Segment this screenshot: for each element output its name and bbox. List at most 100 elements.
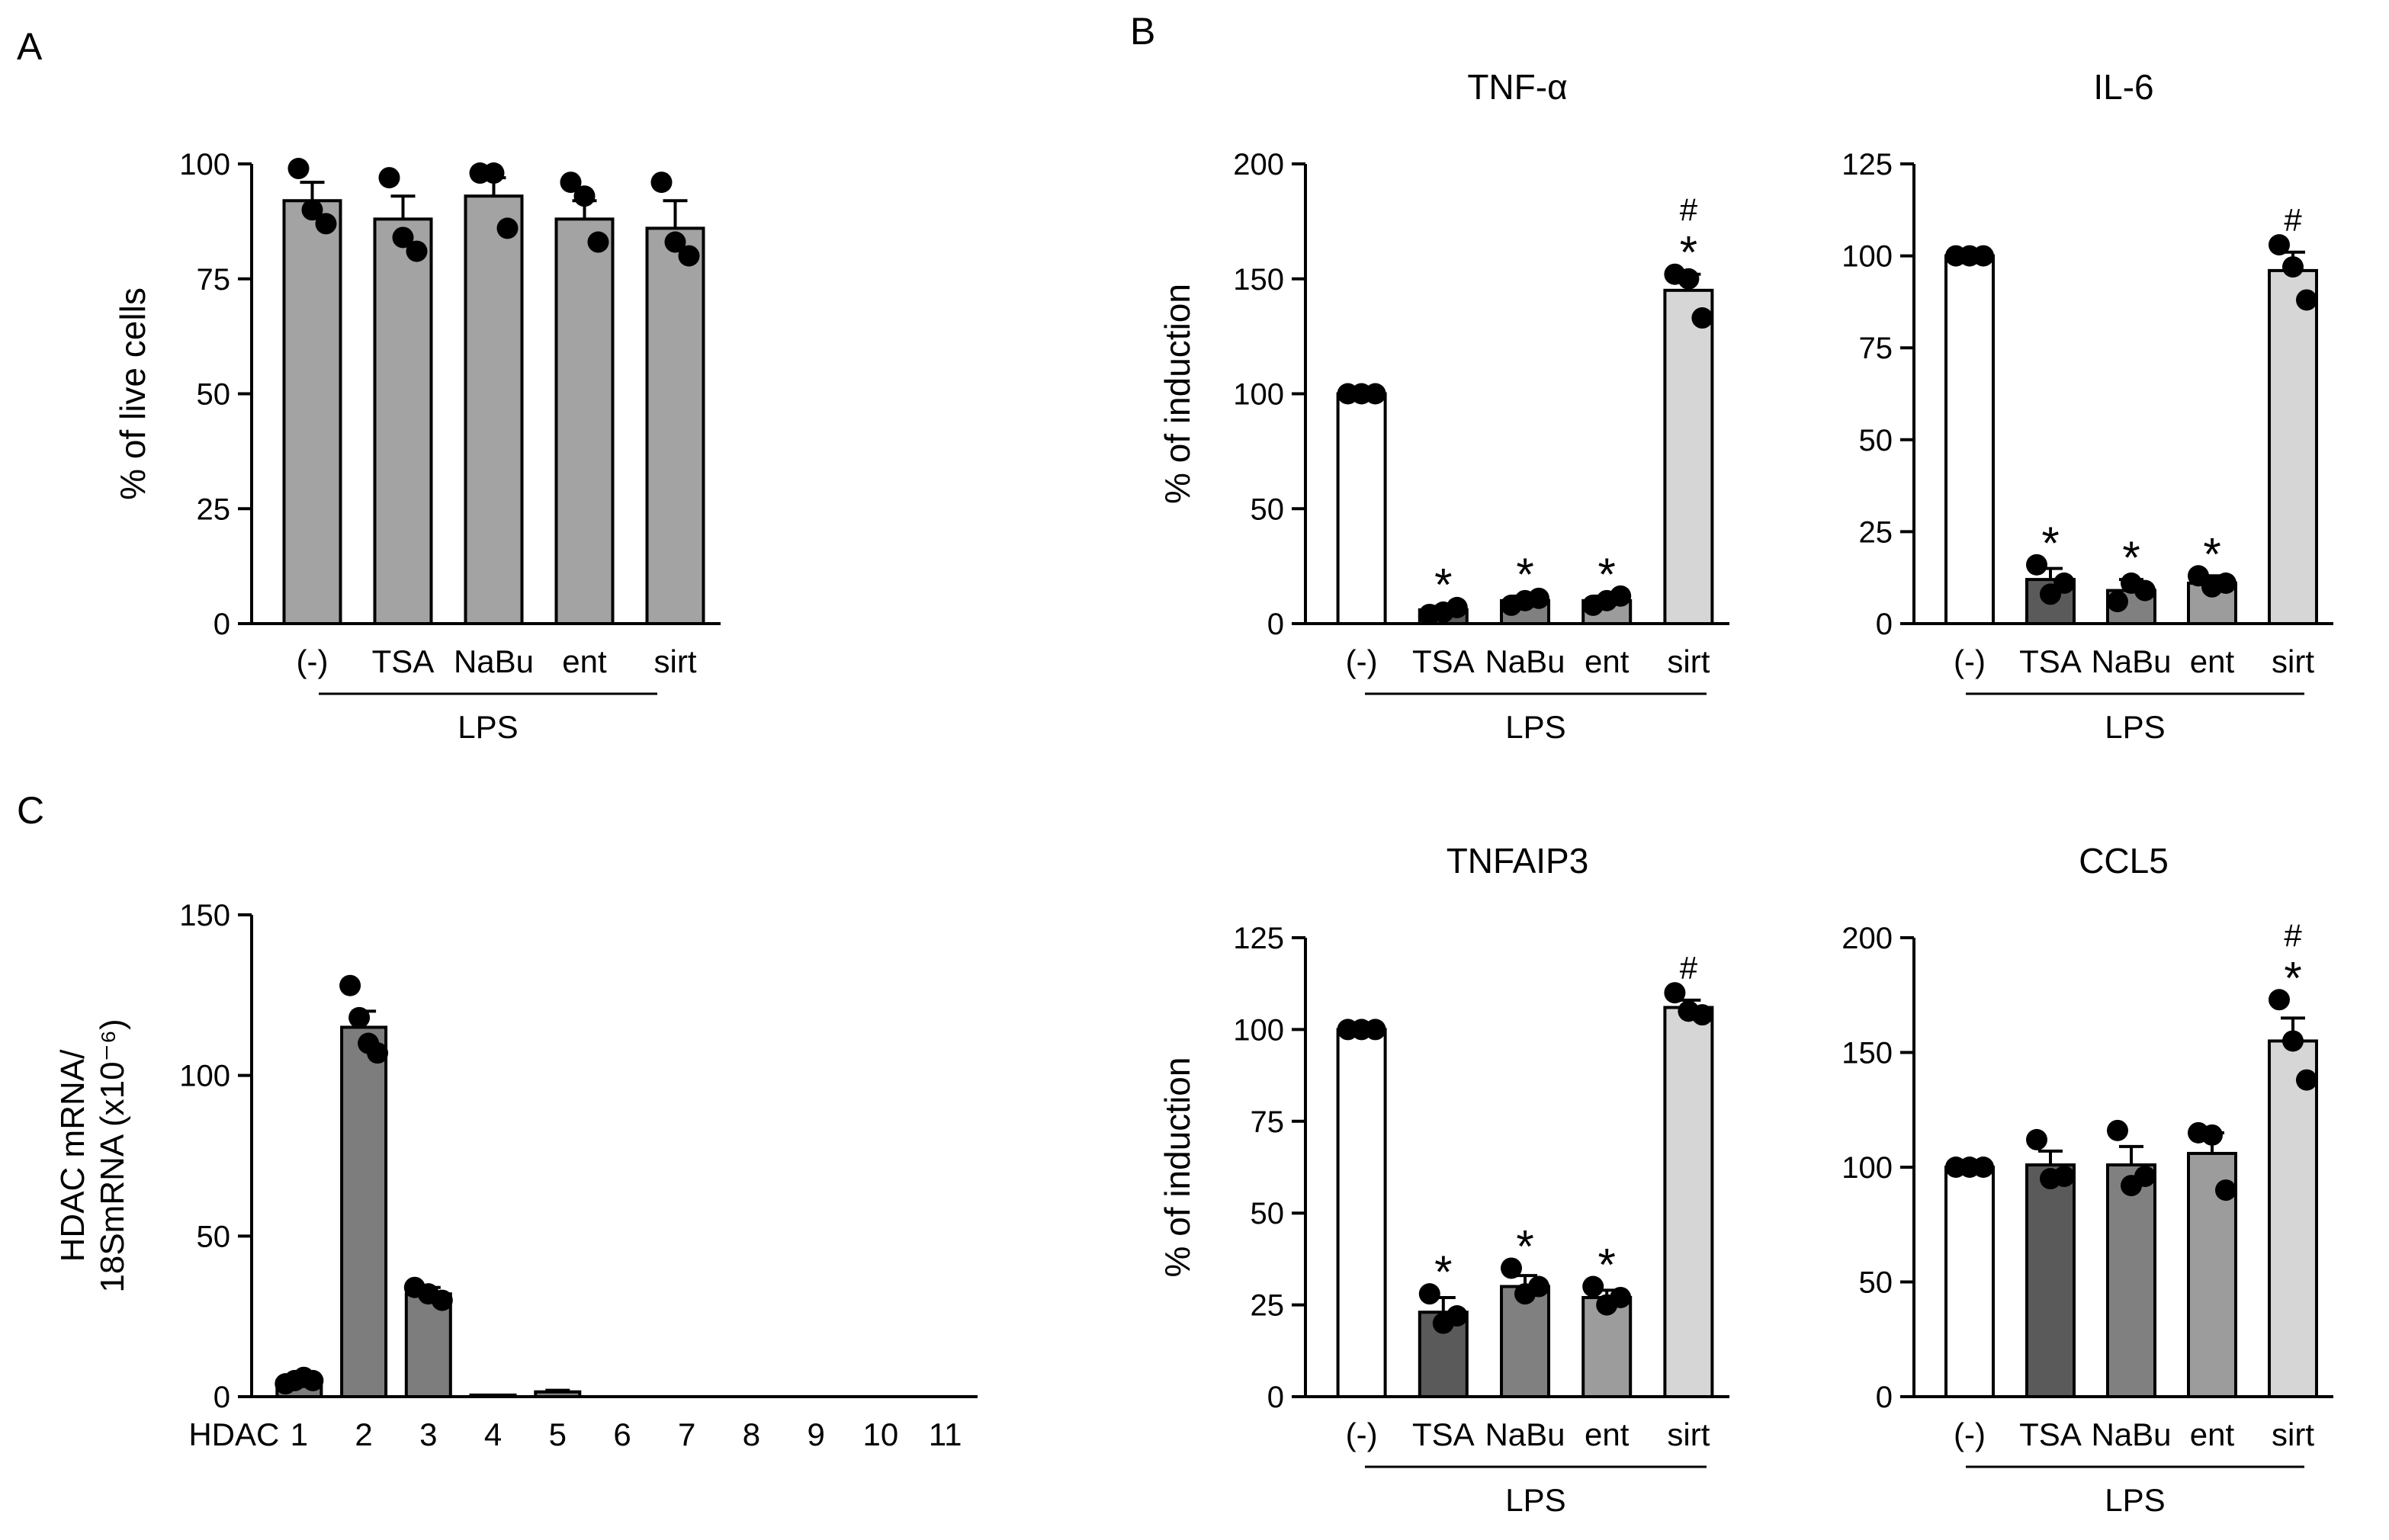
data-point (392, 226, 414, 249)
x-tick-label: NaBu (2091, 1416, 2171, 1452)
data-point (406, 240, 428, 262)
chart-title: CCL5 (2079, 841, 2169, 881)
y-tick-label: 50 (197, 378, 231, 412)
data-point (2269, 234, 2290, 256)
y-axis-label-line: HDAC mRNA/ (54, 1049, 92, 1262)
panel-letter-b: B (1130, 10, 1155, 53)
data-point (1973, 1157, 1994, 1178)
y-tick-label: 0 (214, 608, 230, 641)
y-tick-label: 50 (197, 1220, 231, 1253)
significance-star: * (2284, 952, 2301, 1003)
y-tick-label: 0 (1876, 608, 1893, 641)
data-point (650, 172, 673, 194)
data-point (573, 185, 596, 207)
data-point (339, 974, 361, 996)
data-point (431, 1289, 453, 1311)
bar (282, 199, 342, 625)
data-point (2026, 553, 2047, 576)
x-tick-label: TSA (1412, 1416, 1475, 1452)
bar (2106, 1163, 2156, 1398)
y-tick-label: 100 (1233, 378, 1284, 412)
data-point (1610, 1286, 1632, 1308)
x-tick-label: ent (1585, 1416, 1630, 1452)
x-tick-label: sirt (654, 643, 697, 679)
group-label: LPS (1505, 709, 1565, 745)
chart-title: TNFAIP3 (1447, 841, 1589, 881)
y-axis-label-line: 18SmRNA (x10⁻⁶) (94, 1019, 131, 1292)
x-tick-label: TSA (1412, 643, 1475, 679)
y-tick-label: 100 (1842, 240, 1893, 274)
x-tick-label: (-) (1346, 1416, 1378, 1452)
bar (1944, 1166, 1995, 1398)
data-point (678, 245, 700, 267)
x-tick-label: 6 (613, 1416, 631, 1452)
y-tick-label: 100 (179, 148, 230, 181)
data-point (1528, 587, 1549, 609)
data-point (301, 199, 323, 221)
x-tick-label: 9 (808, 1416, 825, 1452)
data-point (302, 1369, 324, 1391)
y-tick-label: 150 (179, 899, 230, 932)
x-tick-label: (-) (1954, 1416, 1986, 1452)
significance-hash: # (1680, 950, 1698, 986)
x-tick-label: ent (2190, 1416, 2235, 1452)
x-tick-label: 4 (484, 1416, 502, 1452)
x-tick-label: sirt (1667, 1416, 1710, 1452)
significance-star: * (1516, 1221, 1533, 1272)
x-tick-label: ent (562, 643, 607, 679)
data-point (2269, 989, 2290, 1011)
significance-hash: # (1680, 192, 1698, 228)
x-tick-label: 8 (743, 1416, 760, 1452)
y-tick-label: 125 (1233, 922, 1284, 955)
y-tick-label: 25 (197, 492, 231, 526)
data-point (1610, 585, 1632, 607)
significance-hash: # (2284, 917, 2302, 953)
bar (464, 194, 524, 625)
x-tick-label: NaBu (1485, 643, 1565, 679)
data-point (2296, 1069, 2317, 1091)
y-tick-label: 75 (1859, 332, 1893, 365)
data-point (1678, 268, 1700, 290)
x-tick-label: 7 (678, 1416, 695, 1452)
significance-hash: # (2284, 202, 2302, 238)
data-point (1664, 982, 1686, 1004)
data-point (1418, 1283, 1440, 1305)
y-tick-label: 50 (1251, 1197, 1285, 1230)
group-label: LPS (1505, 1482, 1565, 1518)
significance-star: * (1434, 559, 1452, 610)
x-tick-label: 2 (355, 1416, 372, 1452)
x-tick-label: ent (1585, 643, 1630, 679)
y-tick-label: 50 (1859, 1266, 1893, 1300)
data-point (2107, 591, 2128, 613)
data-point (1691, 1004, 1713, 1026)
bar (2268, 1039, 2318, 1398)
data-point (2134, 1166, 2156, 1188)
data-point (2215, 572, 2236, 594)
data-point (560, 172, 582, 194)
y-tick-label: 50 (1859, 424, 1893, 457)
data-point (1446, 1305, 1468, 1327)
x-tick-label: (-) (297, 643, 329, 679)
data-point (367, 1042, 389, 1064)
y-tick-label: 0 (214, 1381, 230, 1414)
data-point (378, 167, 400, 189)
data-point (1691, 307, 1713, 329)
x-tick-label: 11 (929, 1416, 962, 1452)
y-tick-label: 200 (1842, 922, 1893, 955)
significance-star: * (2041, 518, 2059, 569)
y-tick-label: 0 (1267, 608, 1284, 641)
y-tick-label: 150 (1233, 263, 1284, 297)
bar (1500, 1285, 1550, 1399)
data-point (2282, 1030, 2304, 1052)
data-point (587, 231, 609, 253)
x-tick-label: TSA (372, 643, 435, 679)
y-tick-label: 75 (1251, 1105, 1285, 1139)
bar (554, 217, 615, 625)
y-tick-label: 200 (1233, 148, 1284, 181)
x-tick-label: TSA (2019, 1416, 2082, 1452)
x-tick-label: ent (2190, 643, 2235, 679)
x-tick-label: NaBu (1485, 1416, 1565, 1452)
chart-ccl5: 0 50 100 150 200 CCL5 (-) TSA NaBu ent *# sirt LPS (1842, 841, 2333, 1518)
y-tick-label: 0 (1876, 1381, 1893, 1414)
